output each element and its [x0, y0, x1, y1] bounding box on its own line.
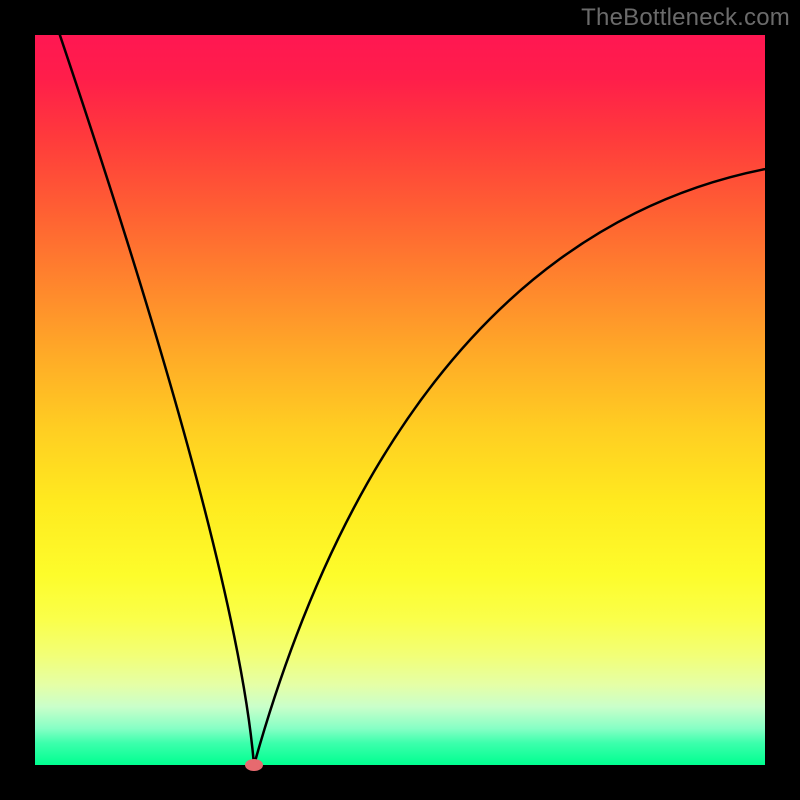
canvas: TheBottleneck.com [0, 0, 800, 800]
watermark: TheBottleneck.com [581, 4, 790, 32]
bottleneck-curve [35, 35, 765, 765]
plot-area [35, 35, 765, 765]
optimum-marker [245, 759, 263, 771]
